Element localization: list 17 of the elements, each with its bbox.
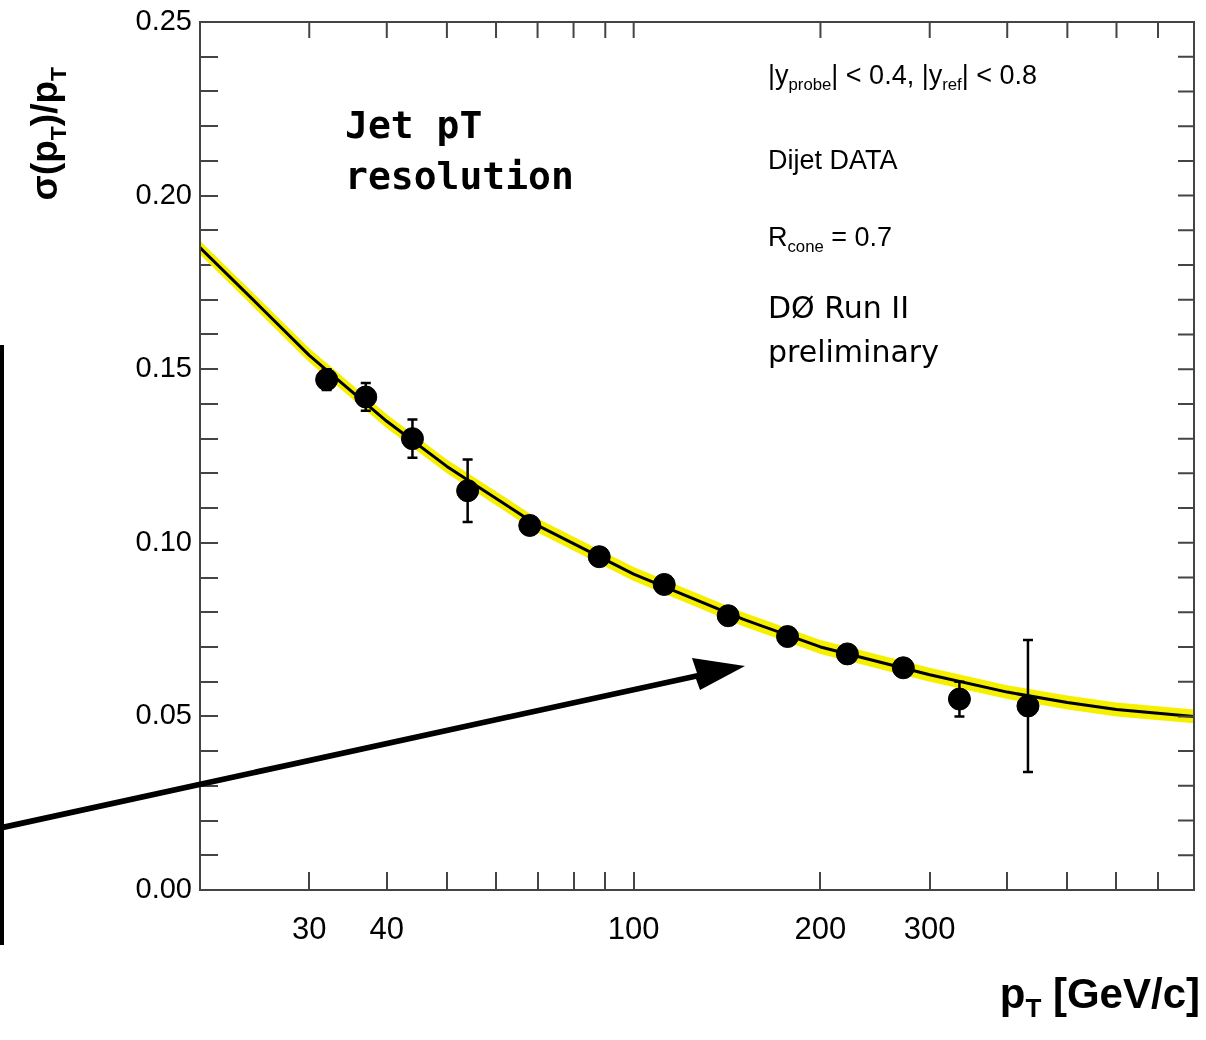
- x-tick-label: 30: [292, 911, 327, 947]
- annotation: Jet pT resolution: [345, 102, 575, 201]
- x-tick-label: 40: [369, 911, 405, 947]
- x-tick-label: 200: [794, 911, 847, 947]
- x-axis-title: p$_{T}$ [GeV/c]: [999, 970, 1200, 1025]
- annotation: R$_{cone}$ = 0.7: [768, 222, 893, 258]
- annotation: DØ Run II preliminary: [768, 289, 940, 371]
- y-tick-label: 0.05: [135, 698, 192, 731]
- annotation: Dijet DATA: [768, 145, 898, 176]
- y-tick-label: 0.10: [135, 524, 192, 557]
- x-tick-label: 100: [607, 911, 660, 947]
- x-tick-label: 300: [903, 911, 956, 947]
- y-tick-label: 0.00: [135, 872, 192, 904]
- annotation: |y$_{probe}$| < 0.4, |y$_{ref}$| < 0.8: [768, 60, 1038, 96]
- y-tick-label: 0.20: [135, 177, 192, 210]
- y-tick-label: 0.15: [135, 351, 192, 384]
- y-tick-label: 0.25: [135, 4, 192, 36]
